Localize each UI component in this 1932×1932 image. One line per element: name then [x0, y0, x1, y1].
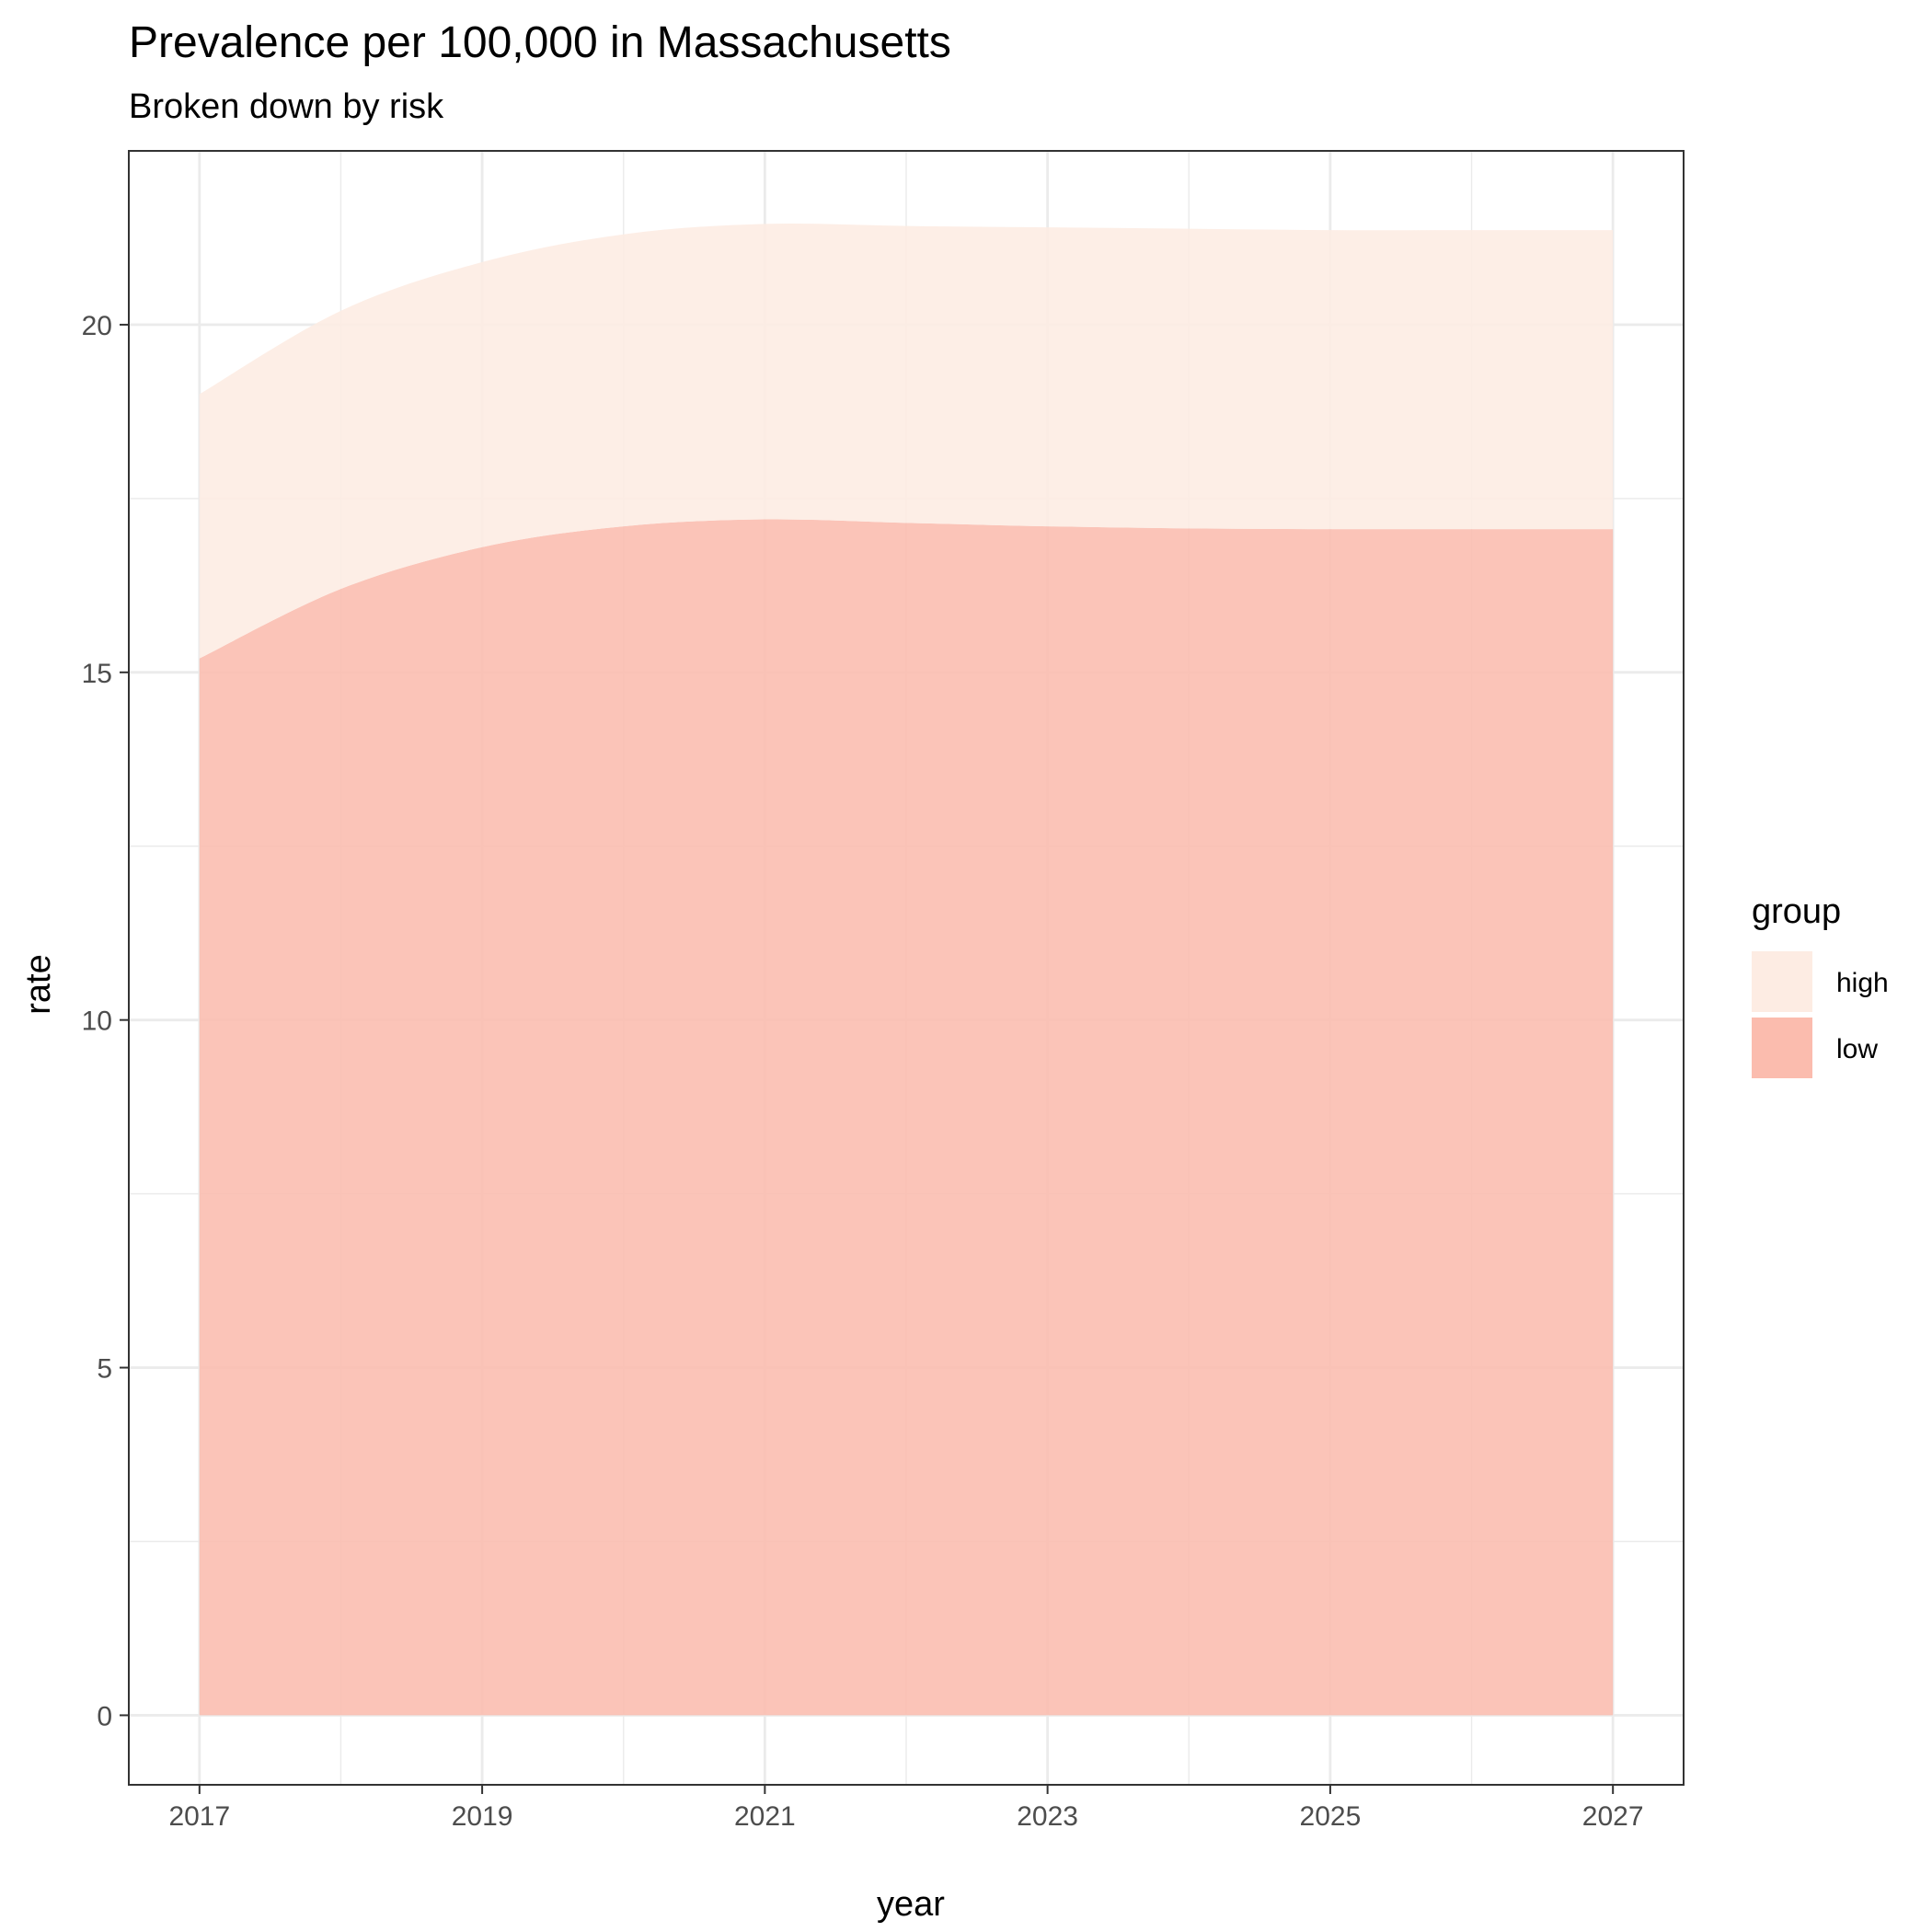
- x-tick-label: 2021: [734, 1801, 796, 1832]
- x-tick-label: 2019: [452, 1801, 513, 1832]
- chart-subtitle: Broken down by risk: [129, 87, 444, 126]
- y-tick-label: 0: [97, 1701, 112, 1731]
- x-axis-title: year: [877, 1885, 945, 1924]
- y-axis-title: rate: [19, 954, 58, 1014]
- y-tick-label: 20: [82, 311, 112, 341]
- y-tick-label: 10: [82, 1006, 112, 1037]
- y-tick-label: 15: [82, 659, 112, 689]
- chart-title: Prevalence per 100,000 in Massachusetts: [129, 18, 951, 67]
- x-tick-label: 2017: [168, 1801, 230, 1832]
- area-series-high: [199, 223, 1614, 659]
- x-tick-label: 2023: [1017, 1801, 1078, 1832]
- legend-swatch-high: [1752, 951, 1812, 1012]
- panel-border: [128, 150, 1685, 1786]
- legend-swatch-low: [1752, 1018, 1812, 1078]
- legend-title: group: [1752, 892, 1841, 931]
- x-tick-label: 2027: [1582, 1801, 1644, 1832]
- area-series-low: [199, 519, 1614, 1716]
- legend: group high low: [1752, 892, 1889, 1078]
- legend-label-low: low: [1836, 1034, 1878, 1064]
- legend-label-high: high: [1836, 968, 1889, 998]
- x-tick-label: 2025: [1300, 1801, 1362, 1832]
- y-tick-label: 5: [97, 1354, 112, 1385]
- plot-panel: 2017 2019 2021 2023 2025 2027 0 5 10 15 20: [82, 150, 1685, 1832]
